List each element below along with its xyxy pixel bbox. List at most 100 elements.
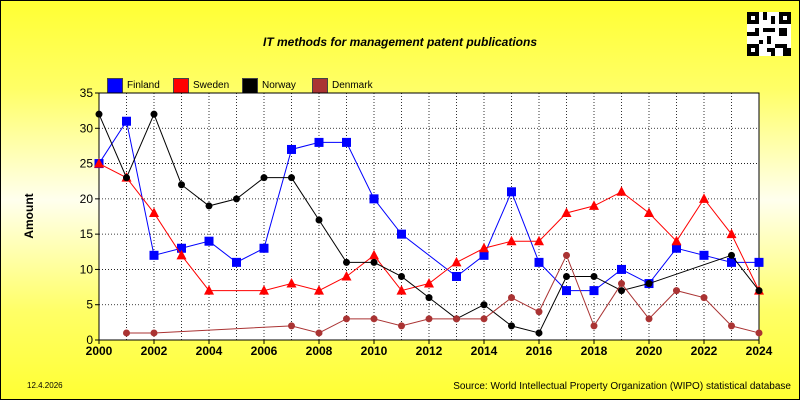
data-point-sweden	[149, 207, 159, 217]
data-point-finland	[727, 257, 736, 267]
data-point-norway	[288, 174, 295, 182]
x-tick-label: 2004	[196, 344, 223, 358]
data-point-sweden	[396, 285, 407, 295]
data-point-denmark	[453, 315, 460, 323]
x-tick-label: 2020	[636, 344, 663, 358]
data-point-finland	[479, 250, 489, 260]
data-point-denmark	[480, 315, 488, 323]
footer-source: Source: World Intellectual Property Orga…	[453, 381, 791, 392]
x-tick-label: 2022	[691, 344, 718, 358]
data-point-denmark	[343, 315, 350, 323]
legend-label: Norway	[262, 80, 296, 91]
data-point-denmark	[728, 322, 735, 330]
data-point-norway	[233, 195, 240, 203]
y-tick-label: 25	[80, 157, 94, 171]
data-point-norway	[618, 287, 625, 295]
data-point-sweden	[286, 278, 297, 288]
legend-label: Denmark	[332, 80, 373, 91]
y-tick-label: 0	[86, 333, 93, 347]
data-point-norway	[755, 287, 763, 295]
data-point-denmark	[123, 329, 130, 337]
data-point-sweden	[204, 285, 214, 295]
data-point-denmark	[645, 315, 653, 323]
x-tick-label: 2016	[526, 344, 553, 358]
data-point-finland	[122, 116, 131, 126]
legend-label: Finland	[127, 80, 160, 91]
data-point-sweden	[671, 235, 682, 246]
data-point-finland	[507, 187, 516, 197]
data-point-denmark	[700, 294, 708, 302]
data-point-denmark	[150, 329, 158, 337]
data-point-denmark	[563, 251, 570, 259]
data-point-sweden	[369, 249, 379, 260]
data-point-sweden	[644, 207, 654, 217]
data-point-denmark	[315, 329, 323, 337]
data-point-denmark	[618, 280, 625, 288]
data-point-norway	[150, 110, 158, 118]
data-point-norway	[480, 301, 488, 309]
data-point-sweden	[506, 235, 517, 246]
data-point-norway	[178, 181, 185, 189]
data-point-norway	[425, 294, 433, 302]
data-point-sweden	[726, 228, 737, 239]
x-tick-label: 2012	[416, 344, 443, 358]
data-point-sweden	[451, 256, 462, 267]
data-point-denmark	[398, 322, 405, 330]
data-point-finland	[397, 229, 406, 239]
data-point-denmark	[590, 322, 598, 330]
data-point-sweden	[259, 285, 269, 295]
data-point-norway	[590, 272, 598, 280]
data-point-denmark	[288, 322, 295, 330]
data-point-finland	[562, 286, 571, 296]
data-point-sweden	[616, 186, 627, 196]
data-point-finland	[672, 243, 681, 253]
footer-date: 12.4.2026	[27, 381, 63, 390]
legend-label: Sweden	[193, 80, 230, 91]
data-point-denmark	[755, 329, 763, 337]
data-point-norway	[728, 251, 735, 259]
data-point-norway	[563, 272, 570, 280]
x-tick-label: 2018	[581, 344, 608, 358]
x-tick-label: 2024	[746, 344, 773, 358]
data-point-denmark	[425, 315, 433, 323]
data-point-finland	[287, 144, 296, 154]
data-point-sweden	[534, 235, 544, 246]
series-line-sweden	[98, 163, 760, 292]
data-point-norway	[370, 258, 378, 266]
data-point-norway	[95, 110, 103, 118]
data-point-finland	[177, 243, 186, 253]
data-point-norway	[205, 202, 213, 210]
data-point-finland	[259, 243, 269, 253]
data-point-sweden	[589, 200, 599, 210]
data-point-finland	[314, 137, 324, 147]
data-point-denmark	[508, 294, 515, 302]
data-point-finland	[754, 257, 764, 267]
y-tick-label: 10	[80, 262, 94, 276]
data-point-norway	[315, 216, 323, 224]
chart-title: IT methods for management patent publica…	[262, 35, 538, 49]
data-point-finland	[589, 286, 599, 296]
x-tick-label: 2008	[306, 344, 333, 358]
data-point-norway	[535, 329, 543, 337]
data-point-finland	[149, 250, 159, 260]
data-point-sweden	[341, 270, 352, 281]
y-tick-label: 35	[80, 86, 94, 100]
data-point-denmark	[535, 308, 543, 316]
data-point-finland	[232, 257, 241, 267]
data-point-denmark	[370, 315, 378, 323]
x-tick-label: 2002	[141, 344, 168, 358]
series-line-finland	[98, 119, 759, 292]
data-point-sweden	[176, 249, 187, 260]
data-point-finland	[342, 137, 351, 147]
data-point-sweden	[479, 242, 489, 253]
data-point-finland	[369, 194, 379, 204]
data-point-norway	[508, 322, 515, 330]
data-point-sweden	[424, 278, 434, 288]
y-tick-label: 30	[80, 121, 94, 135]
x-tick-label: 2010	[361, 344, 388, 358]
x-tick-label: 2014	[471, 344, 498, 358]
data-point-sweden	[561, 207, 572, 217]
y-tick-label: 15	[80, 227, 94, 241]
data-point-finland	[534, 257, 544, 267]
